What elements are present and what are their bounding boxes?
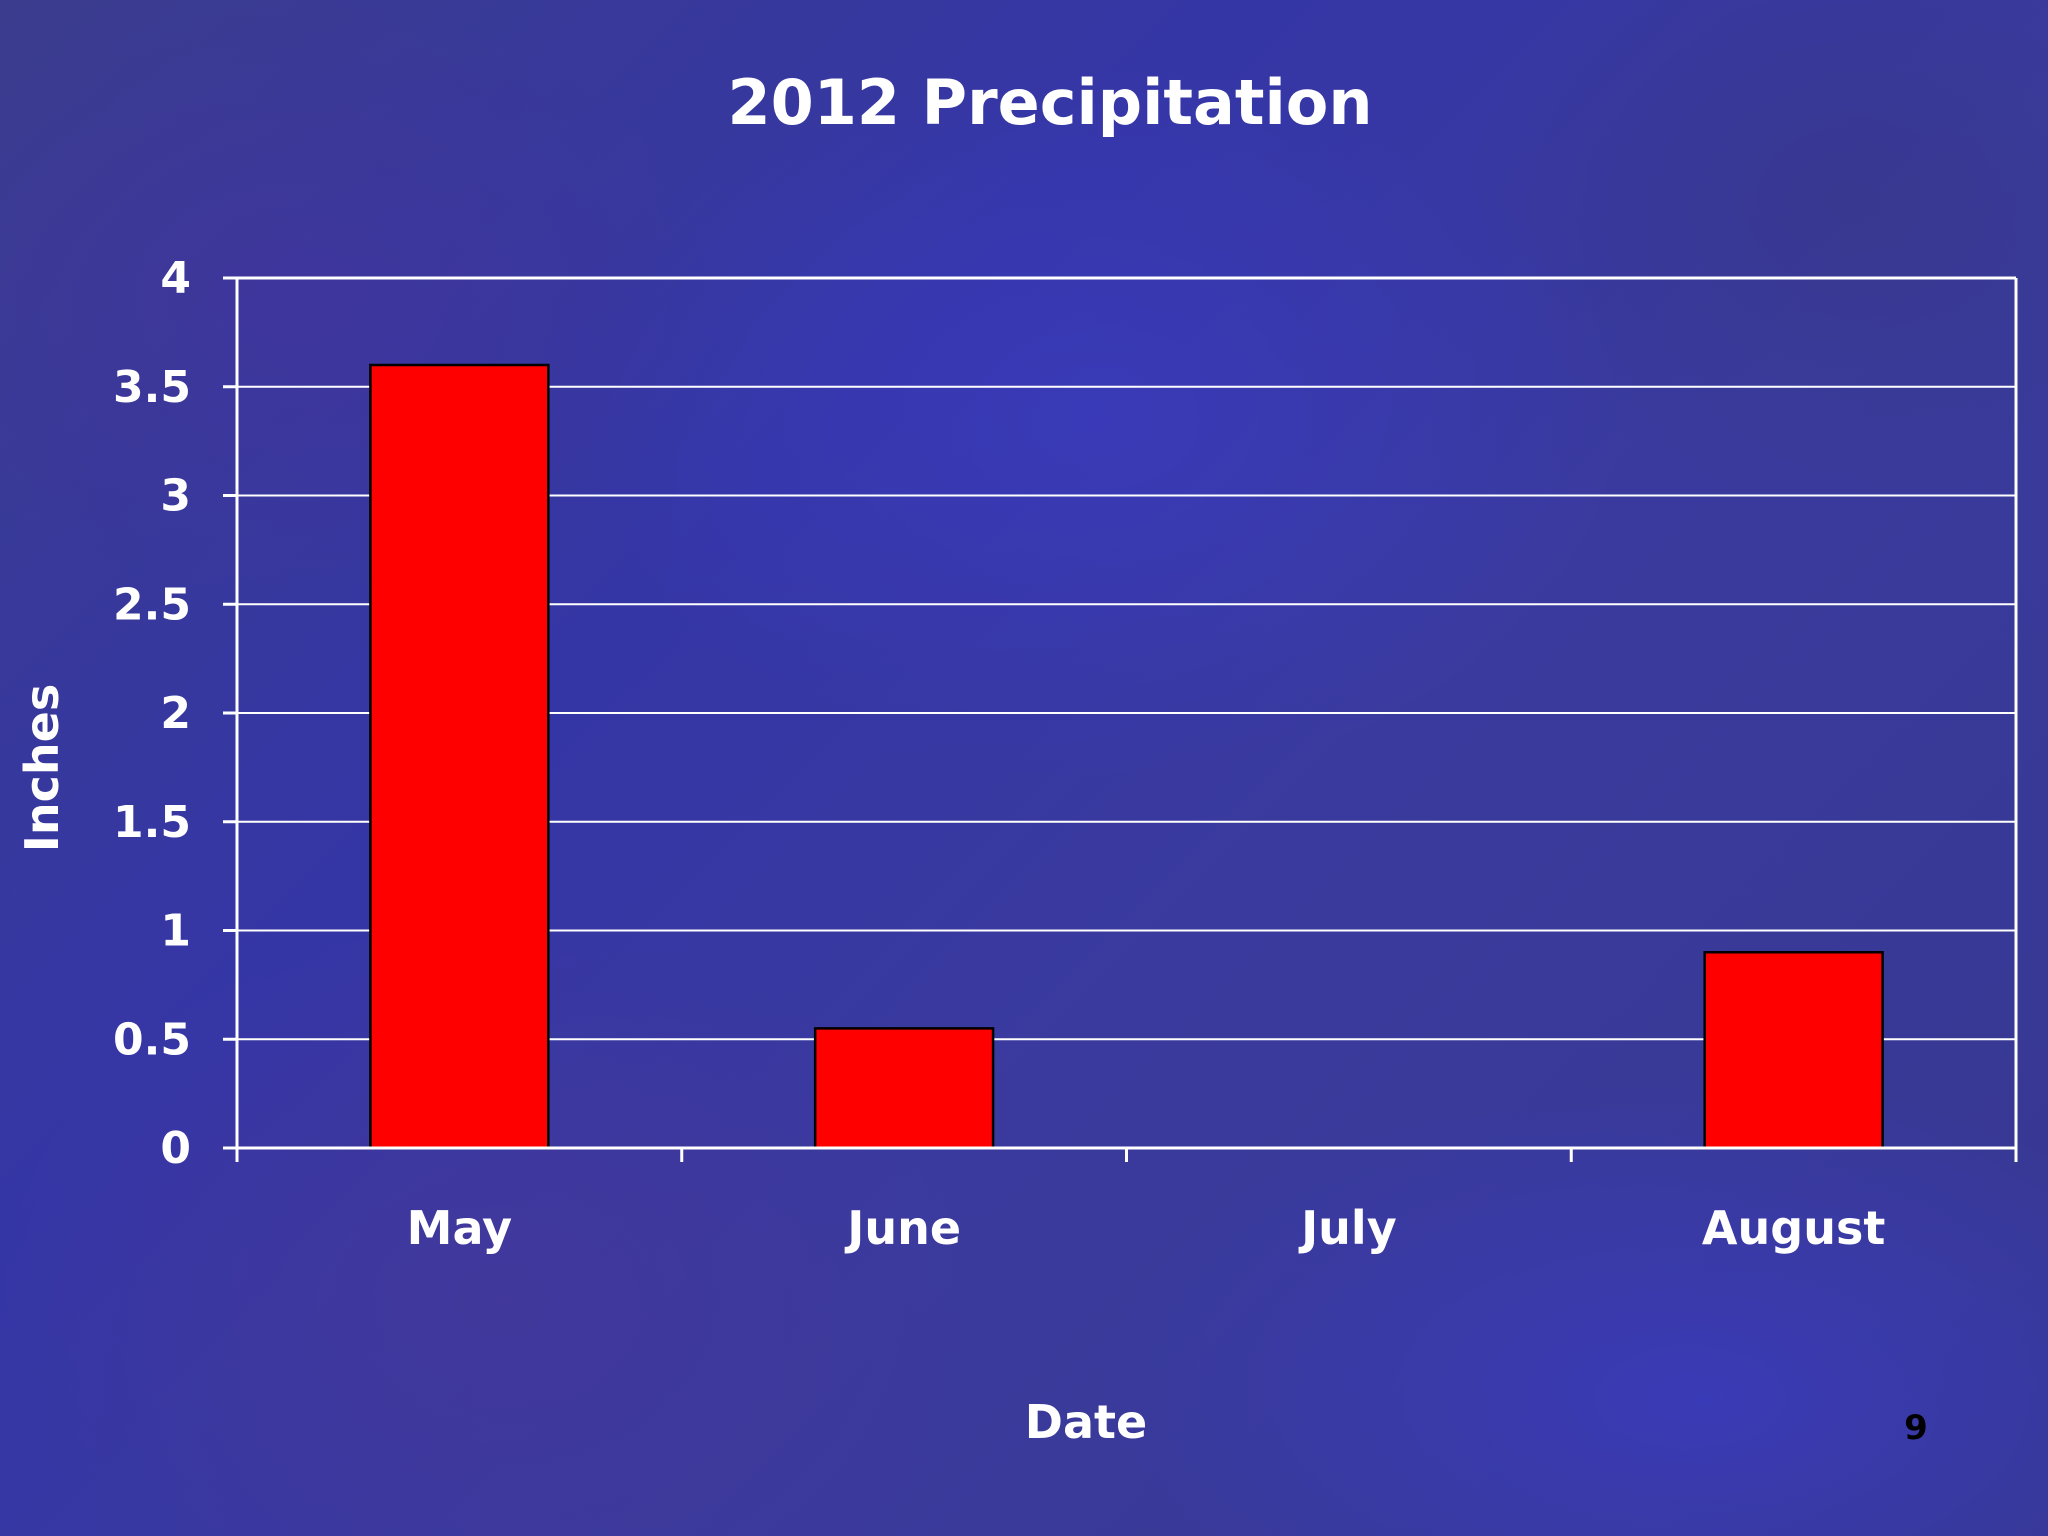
y-tick-label: 2.5 (113, 579, 191, 630)
y-tick-label: 3 (160, 471, 191, 522)
y-axis-title: Inches (15, 684, 69, 852)
slide-number: 9 (1904, 1408, 1928, 1448)
y-tick-labels: 0 0.5 1 1.5 2 2.5 3 3.5 4 (113, 253, 191, 1174)
x-tick-label: August (1702, 1201, 1885, 1255)
x-tick-label: July (1298, 1201, 1397, 1255)
x-category-labels: May June July August (407, 1201, 1886, 1255)
y-tick-label: 3.5 (113, 362, 191, 413)
x-axis-title: Date (1025, 1395, 1147, 1449)
axes (223, 276, 2018, 1162)
bar-june (813, 1027, 995, 1150)
y-tick-label: 1 (160, 906, 191, 957)
chart-title: 2012 Precipitation (728, 66, 1373, 139)
bar-may (369, 363, 550, 1150)
bars (369, 363, 1884, 1150)
x-tick-label: May (407, 1201, 512, 1255)
y-tick-label: 0 (160, 1123, 191, 1174)
y-tick-label: 4 (160, 253, 191, 304)
bar-august (1703, 951, 1884, 1150)
x-tick-label: June (844, 1201, 961, 1255)
y-tick-label: 1.5 (113, 797, 191, 848)
y-tick-label: 2 (160, 688, 191, 739)
y-tick-label: 0.5 (113, 1014, 191, 1065)
